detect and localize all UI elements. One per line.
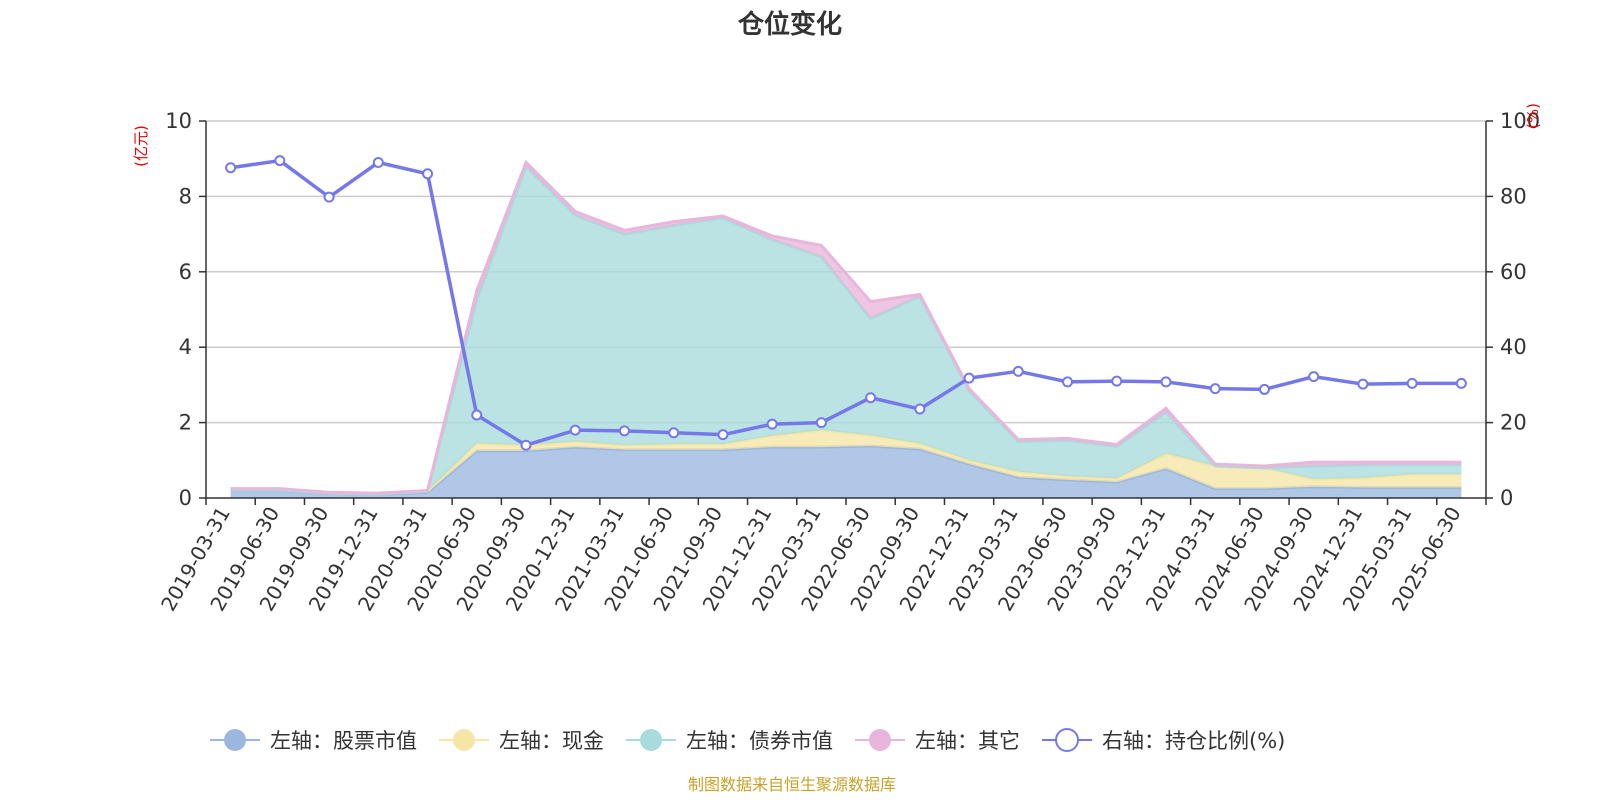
line-point: [1209, 383, 1221, 395]
left-tick-label: 6: [179, 260, 192, 284]
line-point: [1258, 383, 1270, 395]
line-point: [717, 429, 729, 441]
left-tick-label: 8: [179, 184, 192, 208]
legend-label: 左轴：债券市值: [686, 729, 833, 753]
line-右轴：持仓比例(%): [230, 158, 1462, 447]
line-point: [865, 392, 877, 404]
line-point: [520, 439, 532, 451]
line-point: [569, 424, 581, 436]
right-axis-name: (%): [1524, 103, 1542, 129]
line-point: [668, 427, 680, 439]
legend-item[interactable]: 左轴：其它: [855, 729, 1020, 753]
left-tick-label: 10: [165, 109, 192, 133]
data-source-footer: 制图数据来自恒生聚源数据库: [688, 775, 896, 794]
line-point: [1062, 376, 1074, 388]
left-axis-name: (亿元): [132, 125, 150, 167]
line-point: [372, 156, 384, 168]
line-point: [766, 418, 778, 430]
legend-item[interactable]: 左轴：债券市值: [626, 729, 833, 753]
legend-label: 左轴：现金: [499, 729, 604, 753]
line-point: [323, 191, 335, 203]
line-point: [1357, 378, 1369, 390]
line-point: [471, 409, 483, 421]
legend-label: 左轴：其它: [915, 729, 1020, 753]
chart-title: 仓位变化: [737, 9, 842, 40]
legend-marker-icon: [453, 729, 475, 751]
line-point: [422, 168, 434, 180]
left-tick-label: 2: [179, 411, 192, 435]
legend-item[interactable]: 右轴：持仓比例(%): [1042, 728, 1285, 753]
line-point: [1111, 375, 1123, 387]
right-tick-label: 20: [1500, 411, 1527, 435]
line-point: [815, 417, 827, 429]
right-tick-label: 80: [1500, 184, 1527, 208]
legend-item[interactable]: 左轴：现金: [439, 729, 604, 753]
legend-marker-icon: [640, 729, 662, 751]
area-左轴：股票市值: [230, 445, 1462, 498]
line-point: [1160, 376, 1172, 388]
line-point: [1012, 365, 1024, 377]
position-ratio-line: [225, 155, 1467, 451]
line-point: [1455, 377, 1467, 389]
right-tick-label: 40: [1500, 335, 1527, 359]
right-tick-label: 100: [1500, 109, 1540, 133]
area-左轴：现金: [230, 430, 1462, 495]
legend: 左轴：股票市值 左轴：现金 左轴：债券市值 左轴：其它 右轴：持仓比例(%): [210, 728, 1285, 753]
line-point: [914, 403, 926, 415]
right-tick-label: 60: [1500, 260, 1527, 284]
line-point: [274, 155, 286, 167]
line-point: [618, 425, 630, 437]
legend-label: 右轴：持仓比例(%): [1102, 729, 1285, 753]
legend-marker-icon: [224, 729, 246, 751]
line-point: [225, 162, 237, 174]
left-tick-label: 4: [179, 335, 192, 359]
legend-item[interactable]: 左轴：股票市值: [210, 729, 417, 753]
line-point: [963, 372, 975, 384]
right-tick-label: 0: [1500, 486, 1513, 510]
area-左轴：债券市值: [230, 166, 1462, 494]
stacked-areas: [230, 159, 1462, 498]
line-point: [1308, 371, 1320, 383]
left-tick-label: 0: [179, 486, 192, 510]
line-point: [1406, 377, 1418, 389]
legend-marker-icon: [869, 729, 891, 751]
legend-label: 左轴：股票市值: [270, 729, 417, 753]
area-edge-左轴：其它: [230, 159, 1462, 495]
legend-marker-icon: [1055, 728, 1079, 752]
